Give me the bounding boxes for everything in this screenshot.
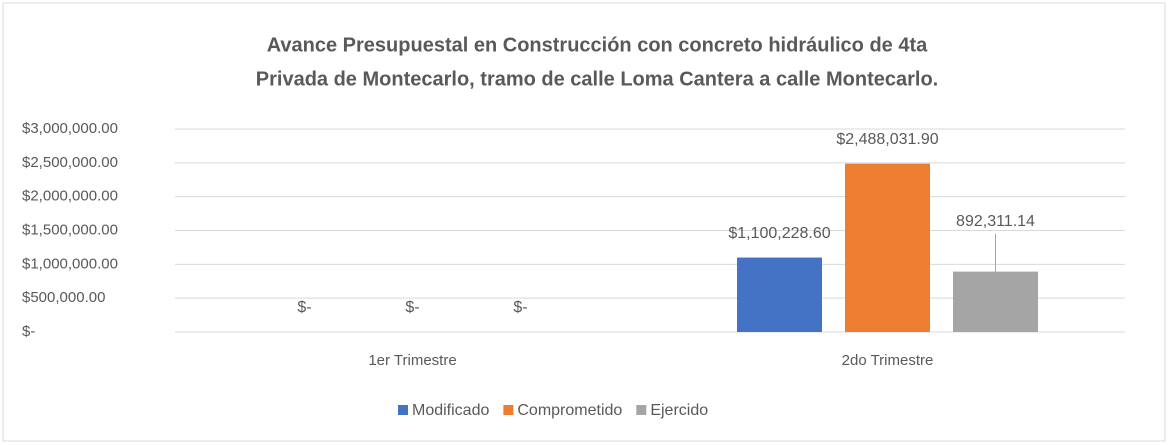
y-tick-label: $500,000.00 (22, 289, 105, 306)
legend-swatch (398, 405, 408, 415)
data-label: $2,488,031.90 (836, 131, 938, 148)
y-tick-label: $- (22, 323, 35, 340)
data-label: $- (405, 299, 419, 316)
y-tick-label: $2,000,000.00 (22, 188, 118, 205)
data-label: $- (297, 299, 311, 316)
legend-swatch (503, 405, 514, 415)
bar (845, 163, 930, 332)
y-tick-label: $2,500,000.00 (22, 154, 118, 171)
y-tick-label: $1,000,000.00 (22, 255, 118, 272)
x-tick-label: 1er Trimestre (368, 352, 456, 369)
data-label: 892,311.14 (956, 213, 1035, 230)
legend-label: Comprometido (517, 402, 622, 419)
chart-title: Privada de Montecarlo, tramo de calle Lo… (256, 68, 938, 90)
bar (953, 271, 1038, 332)
data-label: $- (513, 299, 527, 316)
legend-label: Ejercido (650, 402, 708, 419)
y-tick-label: $1,500,000.00 (22, 221, 118, 238)
data-label: $1,100,228.60 (728, 225, 830, 242)
bar (737, 257, 822, 332)
chart-title: Avance Presupuestal en Construcción con … (267, 34, 928, 56)
y-tick-label: $3,000,000.00 (22, 120, 118, 137)
x-tick-label: 2do Trimestre (842, 352, 934, 369)
legend-swatch (636, 405, 647, 415)
legend-label: Modificado (412, 402, 489, 419)
